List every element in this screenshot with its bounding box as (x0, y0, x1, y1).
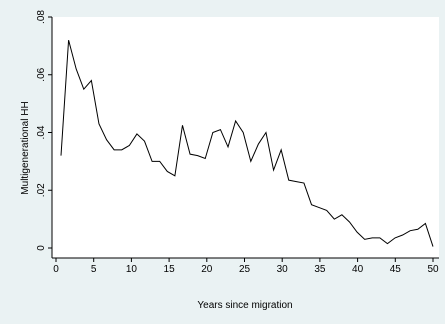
x-tick-label: 20 (201, 264, 213, 275)
y-axis: 0 .02 .04 .06 .08 (36, 10, 53, 258)
x-tick-label: 50 (427, 264, 439, 275)
series-line (60, 39, 434, 247)
x-tick-label: 45 (390, 264, 402, 275)
y-axis-title: Multigenerational HH (20, 101, 31, 194)
x-tick-label: 5 (91, 264, 97, 275)
plot-area (52, 17, 439, 258)
y-tick-label: 0 (36, 245, 47, 251)
x-tick-label: 25 (239, 264, 251, 275)
x-tick-label: 15 (164, 264, 176, 275)
x-tick-label: 40 (352, 264, 364, 275)
x-tick-label: 10 (126, 264, 138, 275)
x-tick-label: 0 (53, 264, 59, 275)
y-tick-label: .02 (36, 183, 47, 197)
y-tick-label: .06 (36, 67, 47, 81)
y-tick-label: .04 (36, 125, 47, 139)
y-tick-label: .08 (36, 10, 47, 24)
x-tick-label: 35 (314, 264, 326, 275)
x-tick-label: 30 (277, 264, 289, 275)
x-axis-title: Years since migration (197, 300, 292, 311)
x-axis: 0 5 10 15 20 25 30 35 40 45 50 (52, 257, 439, 275)
